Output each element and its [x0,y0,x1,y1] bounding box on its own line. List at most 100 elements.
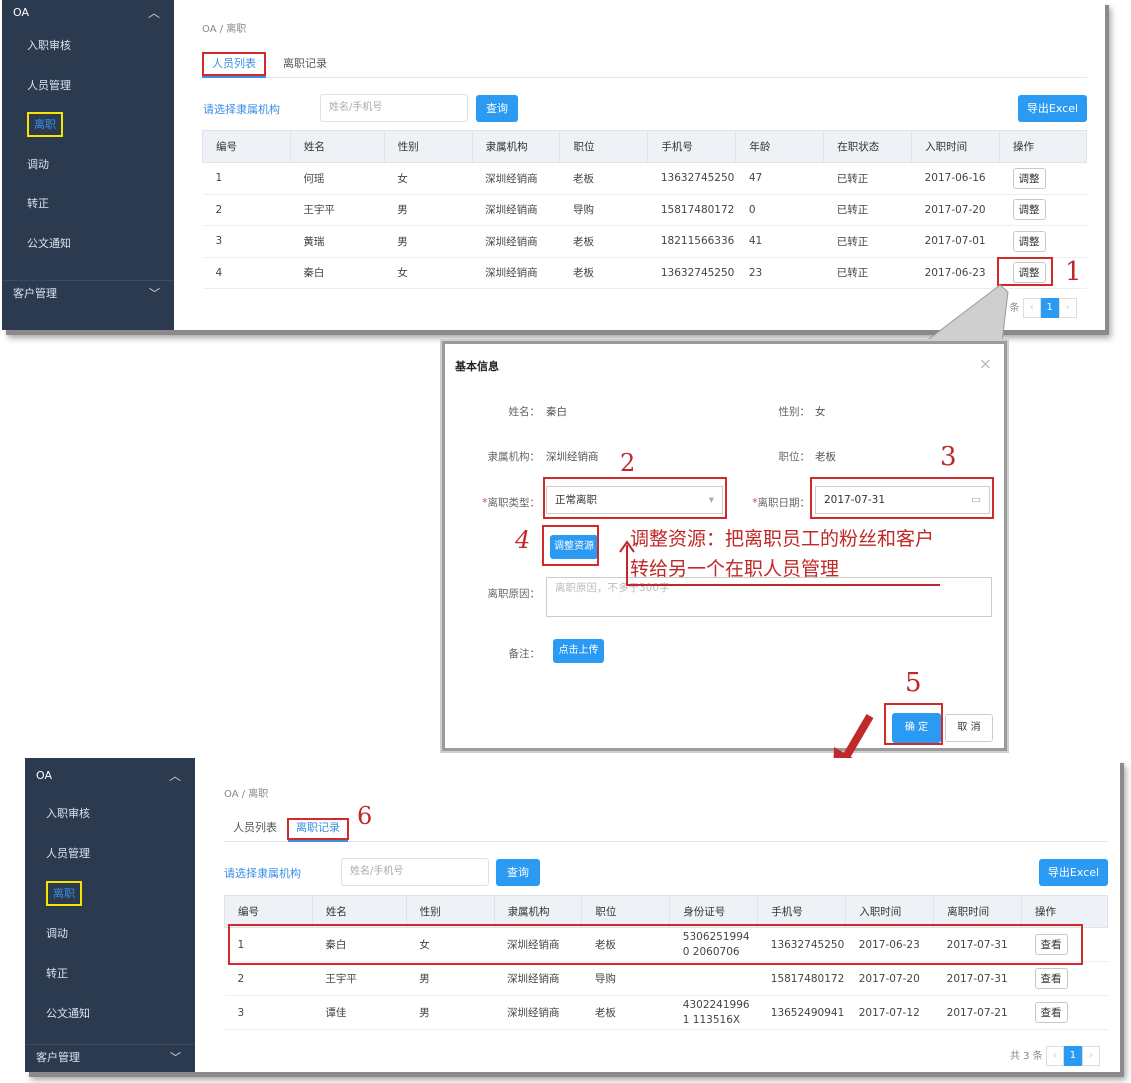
tab-staff-list[interactable]: 人员列表 [233,821,277,834]
table-cell-text: 已转正 [836,267,869,280]
sidebar-group-oa[interactable]: OA ︿ [2,0,174,26]
table-cell: 老板 [559,162,648,195]
sidebar-item-regular[interactable]: 转正 [46,967,68,980]
table-cell-text: 2 [215,203,223,216]
pager-page-button[interactable]: 1 [1040,298,1059,318]
table-cell-text: 13632745250 [660,266,735,279]
search-button[interactable]: 查询 [476,95,518,122]
table-cell-text: 4 [215,266,223,279]
sidebar-item-onboarding[interactable]: 入职审核 [46,807,90,820]
row-action-button[interactable]: 查看 [1034,968,1068,989]
sidebar-item-resign[interactable]: 离职 [2,105,174,145]
table-cell-text: 深圳经销商 [485,235,538,248]
sidebar-group-customer[interactable]: 客户管理 ﹀ [25,1044,195,1070]
row-action-button[interactable]: 调整 [1012,199,1046,221]
table-cell: 男 [384,194,473,226]
pager-next-button[interactable]: › [1058,298,1077,318]
table-cell-text: 深圳经销商 [507,973,560,985]
reason-textarea[interactable]: 离职原因，不多于300字 [546,577,992,617]
table-cell: 老板 [559,225,648,258]
table-cell: 3 [224,995,313,1030]
table-cell: 深圳经销商 [472,257,560,289]
table-cell-text: 18211566336 [660,235,735,248]
table-cell: 男 [384,225,473,258]
search-input[interactable]: 姓名/手机号 [341,858,489,886]
table-cell: 2017-07-31 [933,961,1022,996]
row-action-button[interactable]: 调整 [1012,262,1046,284]
resign-date-input[interactable]: 2017-07-31 ▭ [815,486,990,514]
tab-bar: 人员列表 离职记录 [224,816,1108,842]
table-cell: 女 [384,257,473,289]
table-cell-text: 男 [397,235,408,248]
sidebar-item-onboarding[interactable]: 入职审核 [27,39,71,52]
search-input[interactable]: 姓名/手机号 [320,94,468,122]
resign-date-label: *离职日期： [752,497,810,509]
table-cell-actions: 调整 [999,257,1087,289]
org-select-link[interactable]: 请选择隶属机构 [224,867,301,880]
export-excel-button[interactable]: 导出Excel [1039,859,1108,886]
upload-button[interactable]: 点击上传 [553,639,604,663]
table-cell-actions: 查看 [1021,961,1108,996]
table-cell: 深圳经销商 [494,927,582,962]
table-cell-text: 男 [419,1007,430,1019]
row-action-button[interactable]: 调整 [1012,167,1046,189]
table-cell-text: 15817480172 [660,203,735,216]
highlight-resign-date [810,477,994,519]
resign-dialog: 基本信息 × 姓名： 秦白 性别： 女 隶属机构： 深圳经销商 职位： 老板 *… [440,339,1009,753]
table-cell-text: 导购 [572,204,594,217]
export-excel-button[interactable]: 导出Excel [1018,95,1087,122]
table-cell-text: 老板 [594,939,616,951]
search-button[interactable]: 查询 [496,859,540,886]
sidebar-group-customer[interactable]: 客户管理 ﹀ [2,280,174,306]
table-cell-text: 老板 [572,172,594,185]
pager-next-button[interactable]: › [1081,1046,1100,1066]
sidebar-item-notice[interactable]: 公文通知 [27,236,71,250]
staff-table: 编号 姓名 性别 隶属机构 职位 手机号 年龄 在职状态 入职时间 操作 1 何瑶… [202,130,1087,289]
table-cell-text: 女 [397,267,408,280]
pager-page-button[interactable]: 1 [1063,1046,1082,1066]
annotation-number-2: 2 [620,449,636,477]
table-cell: 深圳经销商 [494,995,582,1030]
table-cell: 2017-07-20 [845,961,934,996]
close-icon[interactable]: × [978,354,992,373]
pager-prev-button[interactable]: ‹ [1022,298,1041,318]
callout-wedge [923,284,1009,343]
sidebar-item-notice[interactable]: 公文通知 [46,1007,90,1020]
adjust-resources-button[interactable]: 调整资源 [550,535,598,559]
confirm-button[interactable]: 确 定 [892,713,941,743]
sidebar-item-staff[interactable]: 人员管理 [27,78,71,92]
pager-prev-button[interactable]: ‹ [1045,1046,1064,1066]
sidebar-item-transfer[interactable]: 调动 [46,927,68,940]
sidebar-item-regular[interactable]: 转正 [27,197,49,210]
table-cell-text: 男 [419,973,430,985]
sidebar-item-staff[interactable]: 人员管理 [46,847,90,860]
org-select-link[interactable]: 请选择隶属机构 [203,103,280,116]
tab-resign-records[interactable]: 离职记录 [283,57,327,70]
sidebar-item-resign[interactable]: 离职 [25,874,195,914]
annotation-number-3: 3 [940,442,957,472]
table-cell: 谭佳 [312,995,407,1030]
table-cell-text: 47 [748,172,763,185]
row-action-button[interactable]: 查看 [1034,934,1068,955]
sidebar-item-transfer[interactable]: 调动 [27,157,49,171]
table-cell-text: 3 [237,1006,245,1019]
position-value: 老板 [815,451,836,463]
table-row: 4 秦白 女 深圳经销商 老板 13632745250 23 已转正 2017-06-23 调整 [202,257,1087,289]
table-cell-text: 2017-07-31 [946,938,1008,951]
resign-type-select[interactable]: 正常离职 ▾ [546,486,723,514]
table-cell: 15817480172 [757,961,846,996]
org-label: 隶属机构： [487,451,541,463]
table-cell-text: 何瑶 [303,172,325,185]
tab-resign-records[interactable]: 离职记录 [288,816,348,842]
highlight-resign-type [543,477,727,519]
table-row: 1 何瑶 女 深圳经销商 老板 13632745250 47 已转正 2017-06-16 调整 [202,162,1087,195]
row-action-button[interactable]: 调整 [1012,230,1046,252]
row-action-button[interactable]: 查看 [1034,1002,1068,1023]
sidebar-group-oa[interactable]: OA ︿ [25,758,195,794]
table-cell-text: 2 [237,972,245,985]
table-cell: 53062519940 2060706 [669,927,758,962]
cancel-button[interactable]: 取 消 [945,714,993,742]
annotation-number-1: 1 [1065,257,1082,287]
table-cell-text: 秦白 [325,939,347,951]
tab-staff-list[interactable]: 人员列表 [202,52,266,78]
